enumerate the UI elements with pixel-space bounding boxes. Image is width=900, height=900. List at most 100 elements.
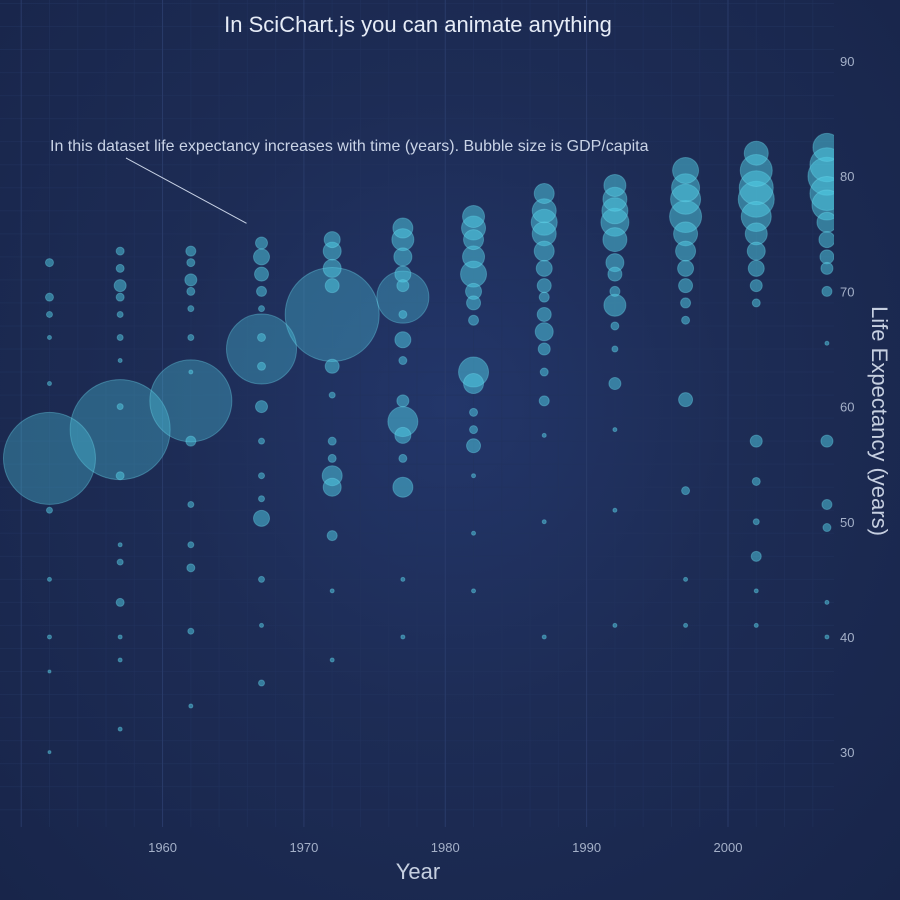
bubble-point bbox=[538, 395, 550, 407]
bubble-point bbox=[186, 286, 196, 296]
bubble-point bbox=[743, 140, 769, 166]
x-tick-label: 1960 bbox=[148, 840, 177, 855]
x-tick-label: 1970 bbox=[289, 840, 318, 855]
bubble-point bbox=[749, 434, 763, 448]
bubble-point bbox=[393, 247, 413, 267]
bubble-point bbox=[463, 229, 485, 251]
bubble-point bbox=[683, 622, 689, 628]
bubble-point bbox=[820, 434, 834, 448]
bubble-point bbox=[744, 222, 768, 246]
y-tick-label: 70 bbox=[840, 284, 854, 299]
y-tick-label: 90 bbox=[840, 54, 854, 69]
bubble-point bbox=[187, 627, 195, 635]
bubble-point bbox=[327, 436, 337, 446]
bubble-point bbox=[675, 240, 697, 262]
bubble-point bbox=[468, 314, 480, 326]
bubble-point bbox=[324, 358, 340, 374]
y-axis-title: Life Expectancy (years) bbox=[867, 306, 892, 536]
bubble-point bbox=[117, 726, 123, 732]
bubble-point bbox=[824, 340, 830, 346]
bubble-point bbox=[469, 407, 479, 417]
bubble-point bbox=[463, 373, 485, 395]
bubble-point bbox=[469, 425, 479, 435]
bubble-point bbox=[818, 231, 834, 249]
bubble-point bbox=[471, 473, 477, 479]
bubble-point bbox=[253, 509, 271, 527]
bubble-point bbox=[396, 394, 410, 408]
bubble-point bbox=[608, 377, 622, 391]
bubble-point bbox=[751, 476, 761, 486]
bubble-point bbox=[541, 432, 547, 438]
bubble-series bbox=[2, 132, 834, 755]
bubble-point bbox=[115, 597, 125, 607]
bubble-point bbox=[680, 297, 692, 309]
bubble-point bbox=[824, 634, 830, 640]
bubble-point bbox=[254, 266, 270, 282]
bubble-point bbox=[612, 507, 618, 513]
bubble-point bbox=[541, 634, 547, 640]
bubble-point bbox=[400, 576, 406, 582]
bubble-point bbox=[226, 313, 298, 385]
bubble-point bbox=[537, 342, 551, 356]
bubble-point bbox=[750, 550, 762, 562]
y-tick-label: 80 bbox=[840, 169, 854, 184]
bubble-point bbox=[322, 258, 342, 278]
bubble-point bbox=[678, 278, 694, 294]
bubble-point bbox=[400, 634, 406, 640]
bubble-point bbox=[255, 400, 269, 414]
bubble-point bbox=[609, 285, 621, 297]
bubble-point bbox=[602, 227, 628, 253]
bubble-point bbox=[751, 298, 761, 308]
grid bbox=[20, 0, 729, 827]
bubble-point bbox=[681, 315, 691, 325]
bubble-point bbox=[394, 331, 412, 349]
bubble-point bbox=[678, 392, 694, 408]
bubble-point bbox=[258, 679, 266, 687]
bubble-point bbox=[466, 438, 482, 454]
bubble-point bbox=[392, 217, 414, 239]
bubble-point bbox=[257, 332, 267, 342]
bubble-point bbox=[113, 279, 127, 293]
bubble-point bbox=[672, 156, 700, 184]
bubble-point bbox=[258, 575, 266, 583]
bubble-point bbox=[610, 321, 620, 331]
bubble-point bbox=[603, 173, 627, 197]
bubble-point bbox=[323, 231, 341, 249]
bubble-point bbox=[47, 669, 52, 674]
bubble-point bbox=[256, 285, 268, 297]
bubble-point bbox=[398, 453, 408, 463]
bubble-point bbox=[188, 703, 194, 709]
bubble-point bbox=[116, 333, 124, 341]
bubble-point bbox=[187, 541, 195, 549]
bubble-point bbox=[398, 356, 408, 366]
bubble-point bbox=[185, 435, 197, 447]
bubble-point bbox=[47, 750, 52, 755]
bubble-point bbox=[115, 471, 125, 481]
bubble-point bbox=[683, 576, 689, 582]
bubble-point bbox=[398, 309, 408, 319]
bubble-point bbox=[752, 518, 760, 526]
bubble-point bbox=[607, 266, 623, 282]
bubble-point bbox=[257, 361, 267, 371]
bubble-point bbox=[534, 322, 554, 342]
x-axis-tick-labels: 1960 1970 1980 1990 2000 bbox=[148, 840, 742, 855]
bubble-point bbox=[535, 259, 553, 277]
bubble-point bbox=[116, 558, 124, 566]
bubble-point bbox=[188, 369, 194, 375]
bubble-point bbox=[46, 576, 52, 582]
x-tick-label: 1990 bbox=[572, 840, 601, 855]
bubble-point bbox=[253, 248, 271, 266]
bubble-point bbox=[603, 293, 627, 317]
bubble-point bbox=[753, 622, 759, 628]
bubble-point bbox=[324, 278, 340, 294]
bubble-point bbox=[117, 542, 123, 548]
bubble-point bbox=[822, 523, 832, 533]
y-tick-label: 30 bbox=[840, 745, 854, 760]
bubble-point bbox=[536, 306, 552, 322]
bubble-point bbox=[812, 132, 834, 162]
bubble-point bbox=[184, 273, 198, 287]
bubble-point bbox=[541, 519, 547, 525]
bubble-point bbox=[819, 249, 834, 265]
